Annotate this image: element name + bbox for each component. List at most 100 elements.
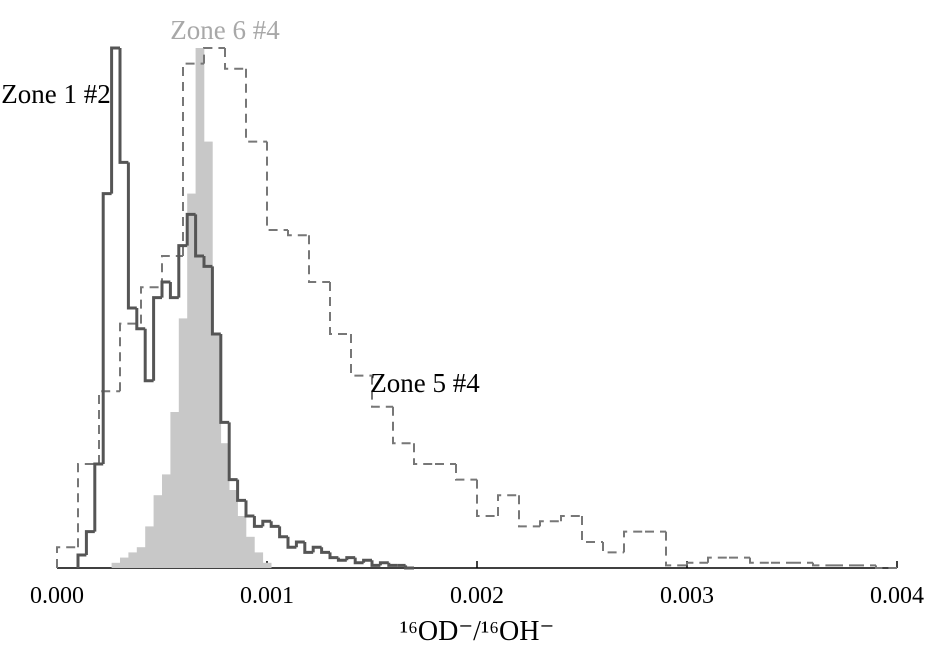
histogram-step bbox=[210, 266, 221, 336]
histogram-bar bbox=[212, 334, 222, 568]
histogram-step bbox=[286, 536, 297, 549]
histogram-bar bbox=[145, 526, 154, 568]
histogram-bar bbox=[254, 552, 264, 568]
histogram-step bbox=[581, 516, 603, 543]
histogram-step bbox=[602, 542, 624, 554]
histogram-step bbox=[686, 561, 708, 566]
histogram-bar bbox=[204, 141, 213, 568]
histogram-step bbox=[378, 561, 389, 566]
histogram-bar bbox=[170, 412, 180, 568]
histogram-bar bbox=[136, 547, 146, 568]
histogram-bar bbox=[162, 474, 171, 568]
histogram-step bbox=[269, 521, 280, 528]
x-tick-label: 0.000 bbox=[30, 583, 84, 609]
histogram-step bbox=[140, 286, 162, 324]
histogram-step bbox=[135, 308, 146, 331]
histogram-bar bbox=[178, 318, 188, 568]
histogram-bar bbox=[153, 495, 163, 568]
histogram-step bbox=[168, 282, 179, 300]
histogram-step bbox=[308, 235, 330, 283]
histogram-step bbox=[266, 141, 288, 231]
histogram-step bbox=[245, 68, 267, 143]
histogram-step bbox=[224, 48, 246, 70]
x-axis-label: ¹⁶OD⁻/¹⁶OH⁻ bbox=[400, 616, 555, 647]
histogram-step bbox=[303, 542, 314, 554]
histogram-step bbox=[455, 464, 477, 481]
histogram-bar bbox=[195, 48, 205, 568]
histogram-step bbox=[126, 162, 137, 310]
histogram-step bbox=[392, 406, 414, 445]
histogram-step bbox=[362, 558, 372, 563]
histogram-step bbox=[278, 526, 288, 539]
histogram-step bbox=[665, 531, 687, 567]
histogram-step bbox=[413, 443, 435, 465]
histogram-step bbox=[143, 328, 154, 383]
histogram-bar bbox=[128, 552, 138, 568]
histogram-step bbox=[84, 530, 95, 555]
histogram-bar bbox=[229, 490, 238, 568]
histogram-step bbox=[353, 557, 364, 565]
x-tick-label: 0.002 bbox=[450, 583, 504, 609]
histogram-step bbox=[476, 479, 498, 517]
histogram-step bbox=[202, 256, 213, 268]
histogram-step bbox=[497, 494, 519, 516]
histogram-step bbox=[244, 500, 255, 518]
histogram-step bbox=[336, 557, 347, 562]
histogram-step bbox=[812, 562, 834, 567]
histogram-step bbox=[236, 479, 246, 502]
histogram-step bbox=[287, 230, 309, 237]
histogram-bar bbox=[120, 557, 129, 568]
histogram-step bbox=[77, 463, 99, 548]
histogram-step bbox=[707, 556, 729, 563]
histogram-step bbox=[560, 515, 582, 522]
series-label: Zone 1 #2 bbox=[1, 79, 111, 109]
histogram-step bbox=[185, 212, 196, 246]
histogram-step bbox=[56, 546, 78, 568]
histogram-step bbox=[203, 47, 225, 64]
histogram-step bbox=[93, 462, 104, 532]
histogram-step bbox=[328, 552, 339, 560]
histogram-step bbox=[518, 495, 540, 528]
histogram-step bbox=[110, 46, 120, 194]
histogram-step bbox=[177, 244, 188, 298]
histogram-step bbox=[623, 530, 645, 553]
histogram-step bbox=[370, 560, 381, 567]
histogram-step bbox=[371, 375, 393, 408]
histogram-bar bbox=[237, 516, 247, 568]
x-tick-label: 0.003 bbox=[660, 583, 714, 609]
histogram-step bbox=[387, 562, 398, 567]
histogram-step bbox=[261, 519, 272, 527]
series-label: Zone 6 #4 bbox=[170, 15, 280, 45]
x-tick-label: 0.001 bbox=[240, 583, 294, 609]
histogram-step bbox=[311, 545, 322, 553]
histogram-step bbox=[329, 282, 351, 335]
histogram-step bbox=[875, 565, 897, 569]
histogram-step bbox=[749, 557, 771, 564]
histogram-step bbox=[160, 280, 171, 298]
histogram-step bbox=[76, 553, 87, 568]
histogram-step bbox=[320, 547, 330, 554]
histogram-step bbox=[252, 516, 263, 528]
histogram-step bbox=[227, 422, 238, 482]
histogram-step bbox=[194, 214, 204, 258]
histogram-step bbox=[161, 255, 183, 288]
x-tick-label: 0.004 bbox=[870, 583, 924, 609]
histogram-step bbox=[119, 322, 141, 392]
histogram-bar bbox=[187, 193, 196, 568]
histogram-step bbox=[152, 296, 162, 381]
histogram-step bbox=[182, 62, 204, 256]
histogram-step bbox=[539, 520, 561, 527]
histogram-bar bbox=[246, 536, 255, 568]
histogram-bar bbox=[220, 443, 230, 568]
histogram-step bbox=[118, 48, 129, 164]
histogram-bar bbox=[262, 562, 272, 568]
histogram-step bbox=[101, 192, 112, 464]
series-label: Zone 5 #4 bbox=[370, 368, 480, 398]
histogram-step bbox=[345, 556, 356, 561]
histogram-step bbox=[404, 565, 414, 570]
histogram-step bbox=[294, 540, 305, 548]
histogram-step bbox=[219, 334, 230, 424]
histogram-bar bbox=[111, 562, 121, 568]
